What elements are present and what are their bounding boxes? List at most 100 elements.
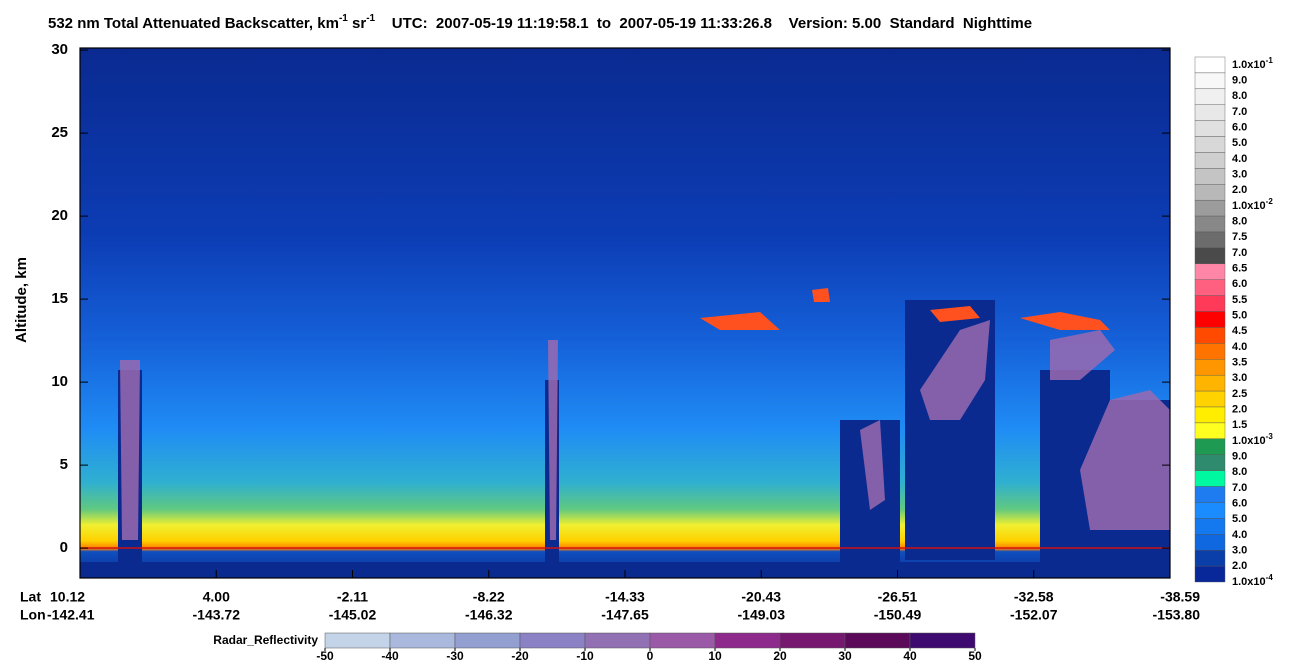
- colorbar-label: 1.0x10-4: [1232, 573, 1273, 588]
- lat-label: -2.11: [337, 589, 368, 605]
- colorbar-swatch: [1194, 502, 1226, 519]
- colorbar-label: 2.0: [1232, 560, 1247, 572]
- colorbar-swatch: [1194, 263, 1226, 280]
- radar-swatch: [324, 632, 391, 649]
- colorbar-label-base: 1.0x10: [1232, 200, 1266, 212]
- colorbar-label-exponent: -3: [1266, 432, 1274, 441]
- colorbar-swatch: [1194, 359, 1226, 376]
- radar-swatch: [389, 632, 456, 649]
- colorbar-label: 2.0: [1232, 404, 1247, 416]
- lon-row-label: Lon: [20, 607, 46, 623]
- radar-tick-label: -50: [316, 649, 334, 663]
- colorbar-swatch: [1194, 374, 1226, 392]
- radar-tick-label: 20: [773, 649, 787, 663]
- title-superscript: -1: [339, 13, 348, 24]
- colorbar-label: 3.0: [1232, 545, 1247, 557]
- y-tick-label: 20: [51, 207, 68, 224]
- colorbar-label: 5.0: [1232, 310, 1247, 322]
- colorbar-label: 4.5: [1232, 325, 1247, 337]
- colorbar-label: 1.5: [1232, 419, 1247, 431]
- colorbar-label: 8.0: [1232, 216, 1247, 228]
- colorbar-label: 5.5: [1232, 294, 1247, 306]
- radar-swatch: [909, 632, 976, 649]
- chart-title: 532 nm Total Attenuated Backscatter, km-…: [48, 13, 1032, 32]
- lon-label: -143.72: [193, 607, 241, 623]
- colorbar-label-base: 1.0x10: [1232, 59, 1266, 71]
- colorbar-label: 6.0: [1232, 498, 1247, 510]
- title-part: sr: [348, 15, 367, 32]
- colorbar-swatch: [1194, 136, 1226, 153]
- colorbar-swatch: [1194, 406, 1226, 424]
- colorbar-swatch: [1194, 534, 1226, 551]
- radar-swatch: [844, 632, 911, 649]
- colorbar-label-exponent: -2: [1266, 197, 1274, 206]
- lon-label: -153.80: [1153, 607, 1201, 623]
- colorbar-swatch: [1194, 104, 1226, 121]
- radar-tick-label: -10: [576, 649, 594, 663]
- colorbar-swatch: [1194, 184, 1226, 201]
- radar-tick-label: 30: [838, 649, 852, 663]
- colorbar-swatch: [1194, 470, 1226, 487]
- lat-label: -26.51: [878, 589, 918, 605]
- radar-tick-label: 10: [708, 649, 722, 663]
- colorbar-label-exponent: -1: [1266, 56, 1274, 65]
- radar-swatch: [649, 632, 716, 649]
- radar-tick-label: 50: [968, 649, 982, 663]
- radar-swatch: [584, 632, 651, 649]
- lon-label: -146.32: [465, 607, 513, 623]
- colorbar-label: 5.0: [1232, 137, 1247, 149]
- colorbar-swatch: [1194, 565, 1226, 583]
- colorbar-swatch: [1194, 247, 1226, 265]
- colorbar-label: 4.0: [1232, 153, 1247, 165]
- backscatter-field: [80, 48, 1170, 578]
- y-tick-label: 25: [51, 124, 68, 141]
- radar-clouds: [120, 320, 1170, 540]
- colorbar-label: 7.0: [1232, 247, 1247, 259]
- colorbar-swatch: [1194, 390, 1226, 408]
- radar-tick-label: 40: [903, 649, 917, 663]
- colorbar-swatch: [1194, 279, 1226, 296]
- colorbar-swatch: [1194, 454, 1226, 471]
- title-superscript: -1: [366, 13, 375, 24]
- colorbar-label-base: 1.0x10: [1232, 576, 1266, 588]
- radar-tick-label: 0: [647, 649, 654, 663]
- radar-tick-label: -30: [446, 649, 464, 663]
- colorbar-swatch: [1194, 486, 1226, 503]
- colorbar-swatch: [1194, 343, 1226, 360]
- colorbar-label: 6.0: [1232, 122, 1247, 134]
- colorbar-label: 3.5: [1232, 357, 1247, 369]
- colorbar-swatch: [1194, 422, 1226, 440]
- lat-label: -8.22: [473, 589, 505, 605]
- cirrus: [700, 288, 1110, 330]
- title-part: UTC: 2007-05-19 11:19:58.1 to 2007-05-19…: [375, 15, 1032, 32]
- colorbar-label: 9.0: [1232, 75, 1247, 87]
- radar-swatch: [454, 632, 521, 649]
- colorbar-label-base: 1.0x10: [1232, 435, 1266, 447]
- y-tick-label: 0: [60, 539, 68, 556]
- curtain: [79, 47, 1171, 579]
- colorbar-label: 3.0: [1232, 169, 1247, 181]
- colorbar-swatch: [1194, 120, 1226, 137]
- colorbar-label-exponent: -4: [1266, 573, 1274, 582]
- colorbar-label: 4.0: [1232, 529, 1247, 541]
- y-tick-label: 5: [60, 456, 68, 473]
- colorbar-label: 4.0: [1232, 341, 1247, 353]
- lat-label: 10.12: [50, 589, 85, 605]
- colorbar-swatch: [1194, 199, 1226, 217]
- colorbar-swatch: [1194, 311, 1226, 328]
- y-tick-label: 30: [51, 41, 68, 58]
- colorbar-swatch: [1194, 231, 1226, 249]
- colorbar-swatch: [1194, 295, 1226, 312]
- radar-label: Radar_Reflectivity: [213, 633, 318, 647]
- colorbar-swatch: [1194, 215, 1226, 233]
- lon-label: -145.02: [329, 607, 377, 623]
- colorbar-label: 8.0: [1232, 466, 1247, 478]
- lon-label: -152.07: [1010, 607, 1058, 623]
- lat-label: -32.58: [1014, 589, 1054, 605]
- colorbar-swatch: [1194, 438, 1226, 455]
- colorbar-swatch: [1194, 518, 1226, 535]
- radar-tick-label: -20: [511, 649, 529, 663]
- lat-label: -20.43: [741, 589, 781, 605]
- colorbar-label: 7.0: [1232, 482, 1247, 494]
